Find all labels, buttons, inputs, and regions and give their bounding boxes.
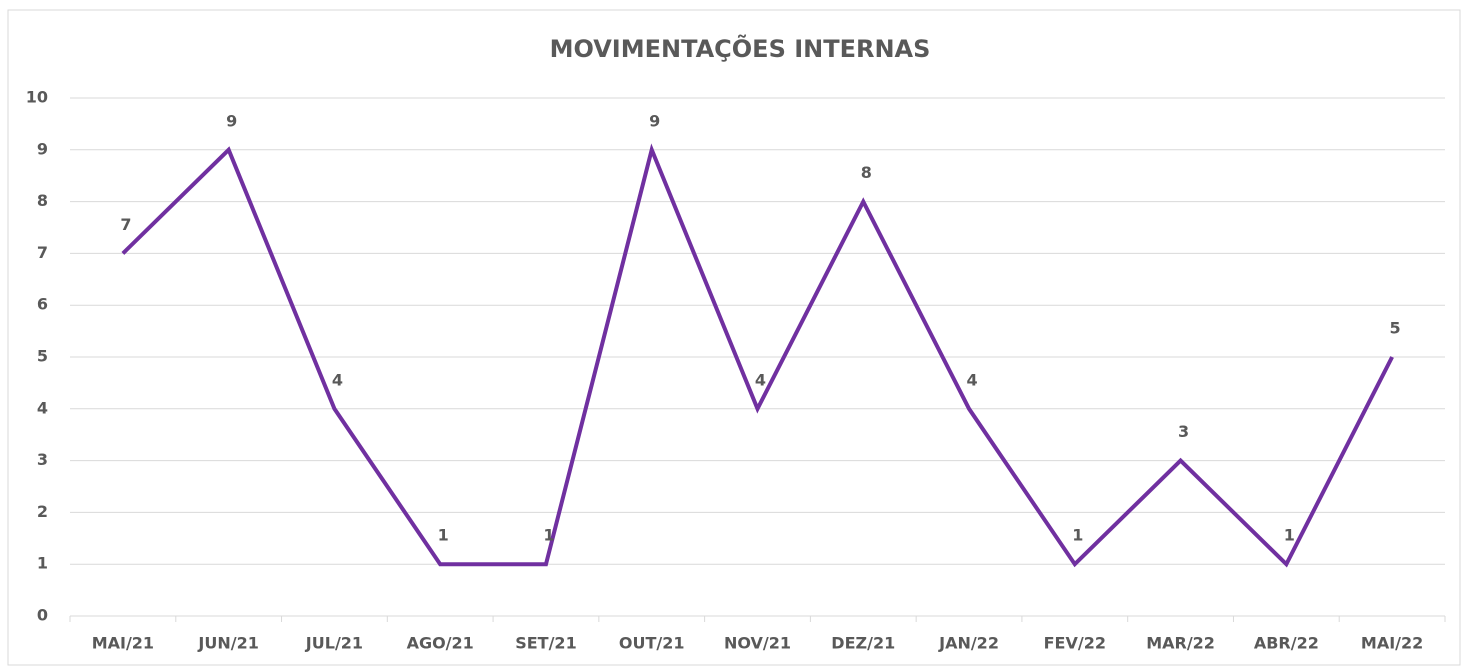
data-label: 4 — [332, 370, 343, 389]
data-label: 7 — [120, 215, 131, 234]
y-tick-label: 10 — [26, 88, 48, 107]
x-tick-label: JUN/21 — [197, 634, 258, 653]
y-tick-label: 7 — [37, 243, 48, 262]
x-tick-label: MAI/22 — [1361, 634, 1423, 653]
data-label: 1 — [1072, 526, 1083, 545]
data-label: 9 — [226, 111, 237, 130]
x-tick-label: JUL/21 — [305, 634, 363, 653]
x-tick-label: JAN/22 — [938, 634, 999, 653]
data-label: 4 — [755, 370, 766, 389]
y-tick-label: 1 — [37, 554, 48, 573]
chart-border — [7, 9, 1461, 666]
x-tick-label: SET/21 — [515, 634, 576, 653]
x-tick-label: DEZ/21 — [831, 634, 895, 653]
data-label: 5 — [1390, 319, 1401, 338]
x-tick-label: ABR/22 — [1254, 634, 1319, 653]
data-label: 4 — [966, 370, 977, 389]
x-tick-label: AGO/21 — [407, 634, 474, 653]
data-label: 1 — [543, 526, 554, 545]
y-tick-label: 4 — [37, 398, 48, 417]
data-label: 3 — [1178, 422, 1189, 441]
data-label: 1 — [438, 526, 449, 545]
y-tick-label: 8 — [37, 191, 48, 210]
x-tick-label: FEV/22 — [1044, 634, 1106, 653]
y-tick-label: 5 — [37, 347, 48, 366]
x-tick-label: OUT/21 — [619, 634, 685, 653]
y-tick-label: 9 — [37, 139, 48, 158]
y-tick-label: 6 — [37, 295, 48, 314]
chart-title: MOVIMENTAÇÕES INTERNAS — [550, 33, 931, 63]
data-label: 1 — [1284, 526, 1295, 545]
data-label: 9 — [649, 111, 660, 130]
data-label: 8 — [861, 163, 872, 182]
x-tick-label: MAI/21 — [92, 634, 154, 653]
y-tick-label: 0 — [37, 606, 48, 625]
x-tick-label: MAR/22 — [1146, 634, 1215, 653]
y-tick-label: 3 — [37, 450, 48, 469]
y-tick-label: 2 — [37, 502, 48, 521]
x-tick-label: NOV/21 — [724, 634, 791, 653]
line — [121, 143, 1394, 568]
